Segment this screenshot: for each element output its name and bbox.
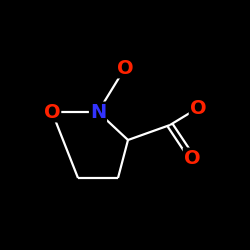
Text: N: N xyxy=(90,102,106,122)
Text: O: O xyxy=(184,148,200,168)
Text: O: O xyxy=(117,58,133,78)
Text: O: O xyxy=(190,98,206,117)
Text: O: O xyxy=(44,102,60,122)
